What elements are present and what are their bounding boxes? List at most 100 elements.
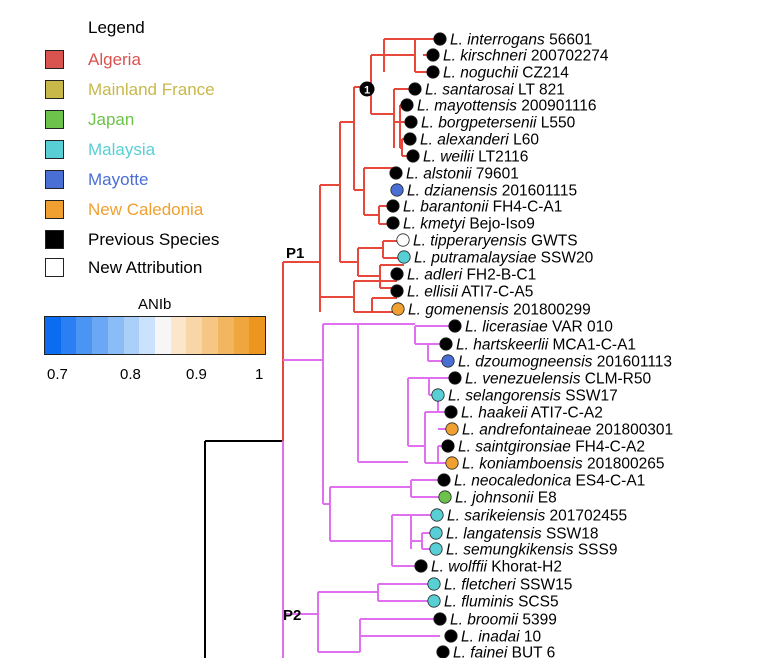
leaf-label: L. alexanderi L60 bbox=[420, 132, 539, 149]
leaf-species: ellisii bbox=[424, 284, 458, 301]
leaf-label: L. fainei BUT 6 bbox=[453, 645, 555, 658]
leaf-strain: SSW18 bbox=[542, 526, 599, 543]
leaf-label: L. ellisii ATI7-C-A5 bbox=[407, 284, 533, 301]
leaf-genus: L. bbox=[458, 439, 475, 456]
leaf-genus: L. bbox=[403, 199, 420, 216]
leaf-genus: L. bbox=[458, 354, 475, 371]
leaf-label: L. gomenensis 201800299 bbox=[408, 302, 591, 319]
leaf-genus: L. bbox=[443, 48, 460, 65]
leaf-label: L. noguchii CZ214 bbox=[443, 65, 569, 82]
leaf-marker bbox=[429, 526, 443, 540]
leaf-marker bbox=[406, 149, 420, 163]
leaf-marker bbox=[389, 166, 403, 180]
legend-label: Previous Species bbox=[88, 230, 220, 249]
leaf-strain: 201800301 bbox=[591, 422, 673, 439]
leaf-strain: 5399 bbox=[518, 612, 557, 629]
leaf-label: L. dzoumogneensis 201601113 bbox=[458, 354, 672, 371]
scale-segment bbox=[202, 317, 218, 354]
leaf-strain: 201800265 bbox=[583, 456, 665, 473]
leaf-strain: FH4-C-A1 bbox=[488, 199, 562, 216]
leaf-genus: L. bbox=[447, 508, 464, 525]
leaf-species: licerasiae bbox=[482, 319, 548, 336]
leaf-marker bbox=[400, 98, 414, 112]
leaf-species: tipperaryensis bbox=[430, 233, 527, 250]
leaf-label: L. putramalaysiae SSW20 bbox=[414, 250, 594, 267]
scale-tick-label: 0.7 bbox=[47, 366, 68, 383]
legend-swatch bbox=[45, 170, 64, 189]
leaf-label: L. fluminis SCS5 bbox=[444, 594, 559, 611]
leaf-species: gomenensis bbox=[425, 302, 509, 319]
leaf-strain: L60 bbox=[509, 132, 540, 149]
leaf-marker bbox=[427, 594, 441, 608]
leaf-species: hartskeerlii bbox=[473, 337, 548, 354]
legend-label: Mayotte bbox=[88, 170, 149, 189]
leaf-marker bbox=[445, 456, 459, 470]
leaf-marker bbox=[429, 542, 443, 556]
leaf-label: L. neocaledonica ES4-C-A1 bbox=[454, 473, 645, 490]
leaf-species: noguchii bbox=[460, 65, 518, 82]
leaf-marker bbox=[397, 250, 411, 264]
leaf-genus: L. bbox=[425, 82, 442, 99]
leaf-genus: L. bbox=[462, 456, 479, 473]
node-marker-icon bbox=[359, 81, 375, 97]
leaf-strain: ATI7-C-A2 bbox=[527, 405, 603, 422]
leaf-genus: L. bbox=[431, 559, 448, 576]
leaf-marker bbox=[448, 319, 462, 333]
leaf-marker bbox=[441, 354, 455, 368]
leaf-marker bbox=[396, 233, 410, 247]
leaf-label: L. adleri FH2-B-C1 bbox=[407, 267, 536, 284]
leaf-marker bbox=[390, 284, 404, 298]
clade-label: P1 bbox=[286, 245, 304, 262]
leaf-genus: L. bbox=[403, 216, 420, 233]
clade-label: P2 bbox=[283, 607, 301, 624]
leaf-genus: L. bbox=[461, 405, 478, 422]
leaf-marker bbox=[444, 405, 458, 419]
leaf-species: interrogans bbox=[467, 32, 545, 49]
leaf-genus: L. bbox=[408, 302, 425, 319]
leaf-label: L. inadai 10 bbox=[461, 629, 542, 646]
leaf-marker bbox=[391, 302, 405, 316]
leaf-genus: L. bbox=[446, 526, 463, 543]
scale-title: ANIb bbox=[138, 296, 172, 313]
legend-swatch bbox=[45, 230, 64, 249]
leaf-strain: SCS5 bbox=[514, 594, 559, 611]
leaf-species: sarikeiensis bbox=[464, 508, 545, 525]
leaf-strain: ES4-C-A1 bbox=[571, 473, 645, 490]
leaf-species: mayottensis bbox=[434, 98, 517, 115]
leaf-species: borgpetersenii bbox=[438, 115, 537, 132]
leaf-marker bbox=[444, 629, 458, 643]
legend-swatch bbox=[45, 80, 64, 99]
leaf-strain: 56601 bbox=[545, 32, 592, 49]
legend-item: Mayotte bbox=[45, 170, 285, 192]
leaf-label: L. wolffii Khorat-H2 bbox=[431, 559, 562, 576]
legend-item: Malaysia bbox=[45, 140, 285, 162]
legend-swatch bbox=[45, 140, 64, 159]
leaf-label: L. mayottensis 200901116 bbox=[417, 98, 597, 115]
legend-label: Mainland France bbox=[88, 80, 215, 99]
scale-segment bbox=[233, 317, 250, 354]
legend-swatch bbox=[45, 50, 64, 69]
leaf-strain: E8 bbox=[533, 490, 556, 507]
scale-segment bbox=[76, 317, 93, 354]
leaf-species: andrefontaineae bbox=[479, 422, 591, 439]
legend-title: Legend bbox=[88, 18, 145, 37]
scale-tick-label: 0.8 bbox=[120, 366, 141, 383]
leaf-species: fainei bbox=[470, 645, 508, 658]
leaf-marker bbox=[390, 267, 404, 281]
legend-item: New Caledonia bbox=[45, 200, 285, 222]
leaf-label: L. venezuelensis CLM-R50 bbox=[465, 371, 651, 388]
leaf-label: L. andrefontaineae 201800301 bbox=[462, 422, 673, 439]
scale-segment bbox=[45, 317, 61, 354]
leaf-species: fluminis bbox=[461, 594, 514, 611]
legend-item: Japan bbox=[45, 110, 285, 132]
leaf-label: L. sarikeiensis 201702455 bbox=[447, 508, 627, 525]
leaf-strain: ATI7-C-A5 bbox=[458, 284, 534, 301]
leaf-genus: L. bbox=[407, 284, 424, 301]
leaf-genus: L. bbox=[465, 371, 482, 388]
leaf-genus: L. bbox=[420, 132, 437, 149]
leaf-species: langatensis bbox=[463, 526, 542, 543]
scale-tick-label: 0.9 bbox=[186, 366, 207, 383]
leaf-marker bbox=[439, 337, 453, 351]
leaf-label: L. santarosai LT 821 bbox=[425, 82, 565, 99]
leaf-strain: 201702455 bbox=[545, 508, 627, 525]
